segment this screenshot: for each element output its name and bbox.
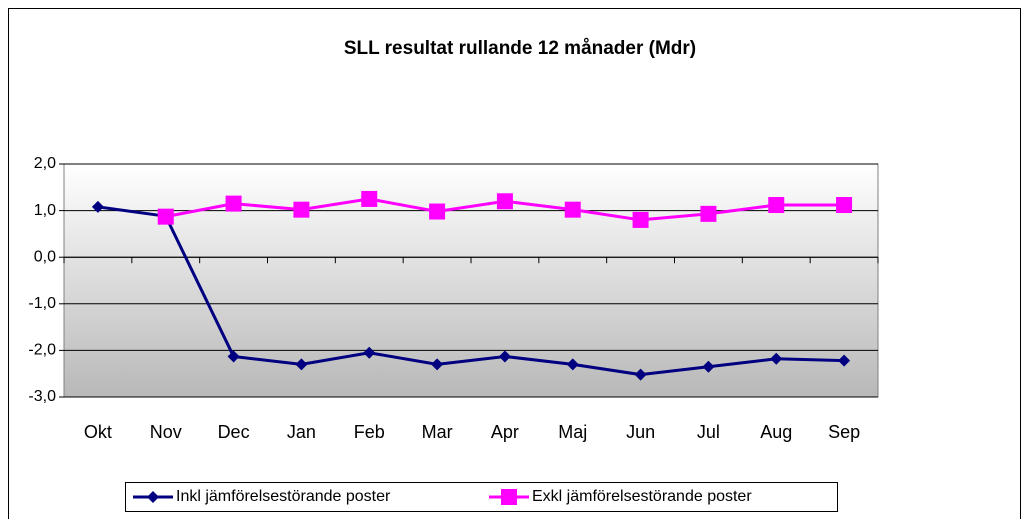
marker (431, 358, 444, 371)
x-tick-label: Okt (84, 422, 112, 442)
x-tick-label: Feb (354, 422, 385, 442)
marker (496, 193, 513, 210)
legend-label: Inkl jämförelsestörande poster (176, 488, 391, 505)
marker (632, 211, 649, 228)
x-tick-label: Jun (626, 422, 655, 442)
marker (91, 200, 104, 213)
marker (700, 205, 717, 222)
y-tick-label: -1,0 (28, 295, 56, 312)
plot-area (63, 163, 879, 398)
x-tick-label: Aug (760, 422, 792, 442)
x-tick-label: Maj (558, 422, 587, 442)
marker (770, 352, 783, 365)
marker (295, 358, 308, 371)
marker (429, 203, 446, 220)
x-tick-label: Jan (287, 422, 316, 442)
marker (147, 491, 159, 503)
legend (125, 482, 838, 512)
x-tick-label: Apr (491, 422, 519, 442)
marker (157, 208, 174, 225)
marker (293, 201, 310, 218)
y-tick-label: -2,0 (28, 342, 56, 359)
marker (768, 197, 785, 214)
series-line (97, 205, 845, 377)
marker (836, 197, 853, 214)
marker (634, 368, 647, 381)
marker (566, 358, 579, 371)
legend-label: Exkl jämförelsestörande poster (532, 488, 752, 505)
y-tick-label: -3,0 (28, 388, 56, 405)
x-tick-label: Sep (828, 422, 860, 442)
marker (501, 489, 517, 505)
x-tick-label: Dec (218, 422, 250, 442)
x-tick-label: Mar (422, 422, 453, 442)
x-tick-label: Nov (150, 422, 182, 442)
marker (564, 201, 581, 218)
marker (225, 195, 242, 212)
x-tick-label: Jul (697, 422, 720, 442)
y-tick-label: 2,0 (34, 155, 56, 172)
marker (498, 350, 511, 363)
marker (838, 354, 851, 367)
marker (363, 346, 376, 359)
y-tick-label: 0,0 (34, 248, 56, 265)
marker (361, 190, 378, 207)
y-tick-label: 1,0 (34, 202, 56, 219)
chart-title: SLL resultat rullande 12 månader (Mdr) (344, 38, 696, 59)
marker (702, 360, 715, 373)
marker (227, 350, 240, 363)
